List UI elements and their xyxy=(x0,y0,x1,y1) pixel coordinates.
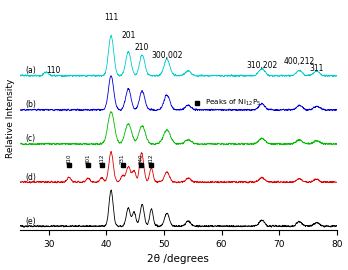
Text: 310,202: 310,202 xyxy=(246,61,277,70)
Text: 201: 201 xyxy=(121,31,135,40)
Text: 400,212: 400,212 xyxy=(284,57,315,66)
Text: 311: 311 xyxy=(309,64,324,73)
Text: 310: 310 xyxy=(66,153,72,164)
Text: 301: 301 xyxy=(86,153,90,164)
Text: (d): (d) xyxy=(26,173,37,181)
Text: 110: 110 xyxy=(46,66,61,75)
Y-axis label: Relative Intensity: Relative Intensity xyxy=(6,78,15,158)
Text: 112: 112 xyxy=(99,153,104,164)
Text: 111: 111 xyxy=(104,13,118,22)
Text: 210: 210 xyxy=(135,43,149,52)
Text: 240: 240 xyxy=(139,153,143,164)
Text: Peaks of Ni$_{12}$P$_5$: Peaks of Ni$_{12}$P$_5$ xyxy=(205,98,261,108)
Text: (e): (e) xyxy=(26,217,37,226)
Text: 300,002: 300,002 xyxy=(151,51,183,60)
Text: (c): (c) xyxy=(26,134,36,143)
Text: 231: 231 xyxy=(120,153,125,164)
X-axis label: 2θ /degrees: 2θ /degrees xyxy=(148,254,209,264)
Text: (a): (a) xyxy=(26,66,37,75)
Text: (b): (b) xyxy=(26,100,37,109)
Text: 312: 312 xyxy=(149,153,154,164)
